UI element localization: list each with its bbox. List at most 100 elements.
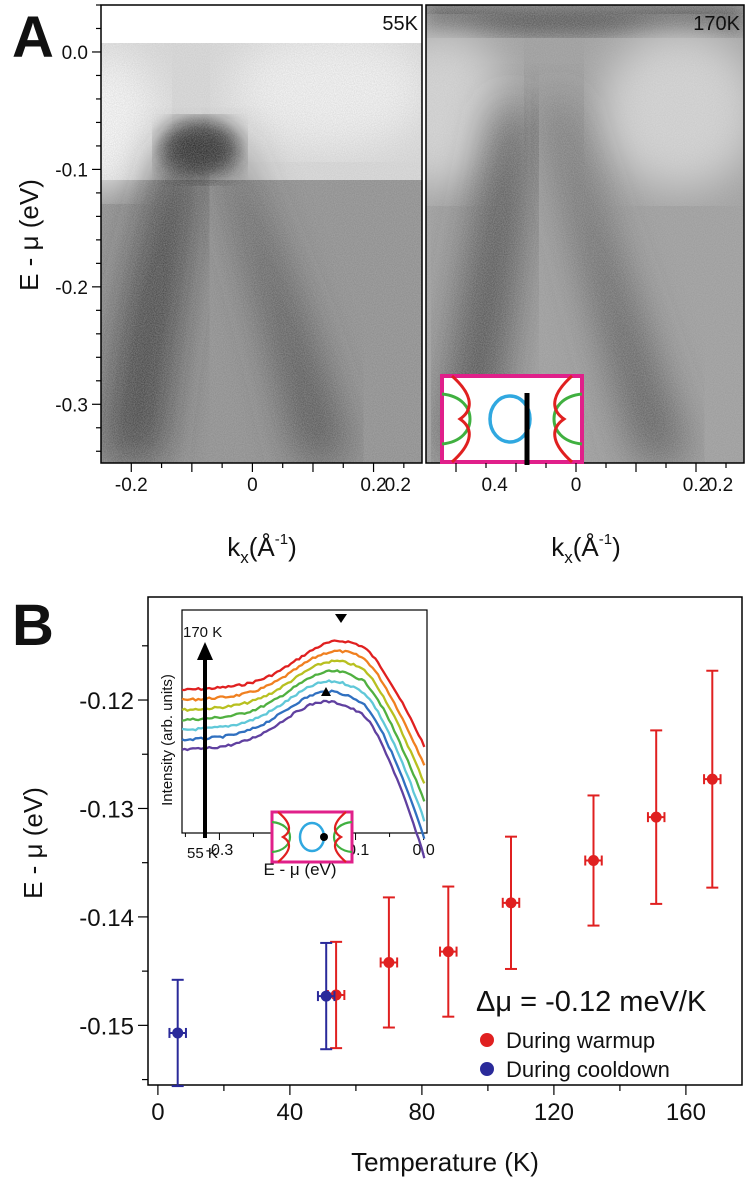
inset-b-green-right (332, 820, 353, 854)
warmup-point (501, 835, 521, 970)
title-170k: 170K (693, 13, 740, 35)
peak-marker-bottom (321, 687, 331, 696)
inset-b-red-right (333, 811, 347, 863)
annotation-slope: Δμ = -0.12 meV/K (476, 986, 707, 1018)
x-label-a-right-exp: -1 (599, 531, 612, 548)
inset-b-green-left (271, 820, 292, 854)
x-label-a-left-exp: -1 (275, 531, 288, 548)
x-tick-label-a-left: 0 (247, 475, 258, 496)
axes-b: -0.12 -0.13 -0.14 -0.15 0 40 80 120 160 (79, 645, 706, 1126)
inset-a-blue-pocket (488, 394, 532, 444)
x-tick-label-a-right: 0.2 (707, 475, 733, 496)
x-label-a-right-sub: x (564, 548, 573, 567)
frame-170k (425, 4, 745, 464)
y-tick-label-b: -0.13 (79, 796, 134, 823)
y-tick-label-a: -0.2 (55, 278, 88, 299)
inset-b: -0.3-0.2-0.10.0 170 K 55 K Intensity (ar… (159, 609, 435, 879)
inset-x-label: E - μ (eV) (263, 860, 336, 879)
title-55k: 55K (382, 13, 418, 35)
x-axis-label-a-left: kx(Å-1) (227, 531, 297, 567)
inset-b-k-point-dot (320, 833, 328, 841)
data-marker (330, 989, 342, 1001)
x-tick-label-a-right: 0 (571, 475, 582, 496)
data-marker (706, 773, 718, 785)
x-axis-label-b: Temperature (K) (351, 1147, 539, 1177)
fermi-surface-inset-b (270, 810, 354, 864)
y-tick-label-b: -0.15 (79, 1013, 134, 1040)
arrow-label-170k: 170 K (183, 624, 222, 641)
x-tick-label-a-left: -0.2 (115, 475, 148, 496)
x-tick-label-a-left: 0.2 (385, 475, 411, 496)
inset-x-tick-label: 0.0 (412, 842, 434, 859)
inset-b-red-left (277, 811, 291, 863)
temperature-arrow-head (197, 642, 213, 660)
panel-label-b: B (12, 593, 54, 658)
x-tick-label-a-right: 0.2 (683, 475, 709, 496)
x-tick-label-b: 0 (151, 1099, 164, 1126)
inset-spectrum-curve (181, 689, 426, 840)
arrow-label-55k: 55 K (187, 845, 218, 862)
legend-marker-warmup (480, 1033, 494, 1047)
inset-a-red-right (553, 374, 573, 464)
x-label-a-right-unit: (Å (573, 532, 600, 562)
inset-spectrum-curve (181, 659, 426, 784)
arpes-map-55k (101, 5, 422, 463)
x-label-a-left-k: k (227, 532, 241, 562)
y-axis-label-b: E - μ (eV) (18, 787, 48, 899)
y-tick-label-a: 0.0 (62, 43, 88, 64)
warmup-point (703, 669, 722, 889)
legend-marker-cooldown (480, 1062, 494, 1076)
cooldown-point (316, 941, 336, 1051)
inset-spectrum-curve (181, 679, 426, 822)
inset-y-label: Intensity (arb. units) (159, 674, 176, 806)
inset-x-tick-label: -0.3 (206, 842, 234, 859)
x-label-a-right-k: k (551, 532, 565, 562)
x-tick-label-b: 160 (666, 1099, 706, 1126)
inset-a-red-left (451, 374, 471, 464)
data-marker (383, 956, 395, 968)
warmup-point (646, 729, 666, 905)
data-marker (442, 946, 454, 958)
panel-label-a: A (12, 5, 54, 70)
inset-b-curves (181, 639, 426, 859)
data-marker (320, 990, 332, 1002)
warmup-point (379, 896, 399, 1029)
inset-spectrum-curve (181, 669, 426, 802)
x-tick-label-a-left: 0.2 (360, 475, 386, 496)
y-axis-label-a: E - μ (eV) (14, 179, 44, 291)
legend-label-warmup: During warmup (506, 1028, 655, 1053)
frame-55k (100, 4, 423, 464)
legend-b: During warmup During cooldown (480, 1028, 670, 1082)
x-label-a-left-sub: x (240, 548, 249, 567)
axes-a: 0.0-0.1-0.2-0.3-0.200.20.40.200.20.40.2 (55, 4, 733, 496)
peak-marker-top (335, 614, 347, 623)
data-points-b (168, 669, 722, 1088)
x-label-a-left-unit: (Å (249, 532, 276, 562)
inset-a-green-right (552, 392, 583, 446)
y-tick-label-a: -0.1 (55, 160, 88, 181)
inset-spectrum-curve (181, 649, 426, 766)
x-tick-label-a-left: 0.4 (481, 475, 508, 496)
warmup-point (326, 940, 346, 1050)
warmup-point (439, 885, 458, 1018)
fermi-surface-inset-a (440, 374, 584, 465)
y-tick-label-a: -0.3 (55, 395, 88, 416)
x-label-a-right-close: ) (612, 532, 621, 562)
x-axis-label-a-right: kx(Å-1) (551, 531, 621, 567)
inset-spectrum-curve (181, 699, 426, 859)
x-tick-label-b: 80 (409, 1099, 436, 1126)
data-marker (172, 1027, 184, 1039)
x-label-a-left-close: ) (288, 532, 297, 562)
warmup-point (584, 794, 603, 927)
data-marker (588, 855, 599, 867)
plot-frame-b (147, 596, 743, 1086)
cooldown-point (168, 978, 187, 1088)
data-marker (505, 897, 517, 909)
x-tick-label-b: 120 (534, 1099, 574, 1126)
inset-spectrum-curve (182, 639, 426, 748)
data-marker (650, 811, 662, 823)
y-tick-label-b: -0.14 (79, 905, 134, 932)
y-tick-label-b: -0.12 (79, 688, 134, 715)
legend-label-cooldown: During cooldown (506, 1057, 670, 1082)
